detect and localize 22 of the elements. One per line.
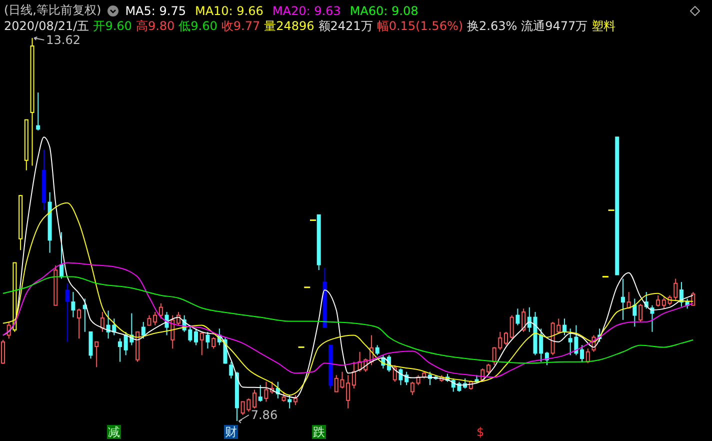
chart-title: (日线,等比前复权): [4, 2, 102, 19]
candlestick: [632, 298, 637, 328]
text: MA5: 9.75: [125, 4, 186, 18]
text: MA20: 9.63: [272, 4, 341, 18]
candlestick: [71, 292, 76, 318]
candlestick: [42, 149, 46, 211]
candlestick: [118, 338, 122, 362]
candlestick: [346, 374, 350, 409]
candlestick: [620, 278, 625, 320]
text: 财: [224, 425, 238, 439]
text: 2020/08/21/五 开9.60 高9.80 低9.60 收9.77 量24896 额2421万 幅0.15(1.56%) 换2.63% 流通9477万 塑料: [4, 19, 616, 33]
text: $: [476, 425, 486, 439]
candlestick: [30, 38, 34, 166]
annotation: 7.86: [250, 408, 278, 422]
candlestick: [153, 311, 158, 326]
text: 减: [107, 425, 122, 439]
annotation: 13.62: [46, 33, 81, 47]
text: MA10: 9.66: [194, 4, 264, 18]
candlestick: [352, 361, 356, 389]
candlestick: [48, 192, 52, 254]
text: MA60: 9.08: [350, 4, 418, 18]
text: 跌: [312, 425, 326, 439]
